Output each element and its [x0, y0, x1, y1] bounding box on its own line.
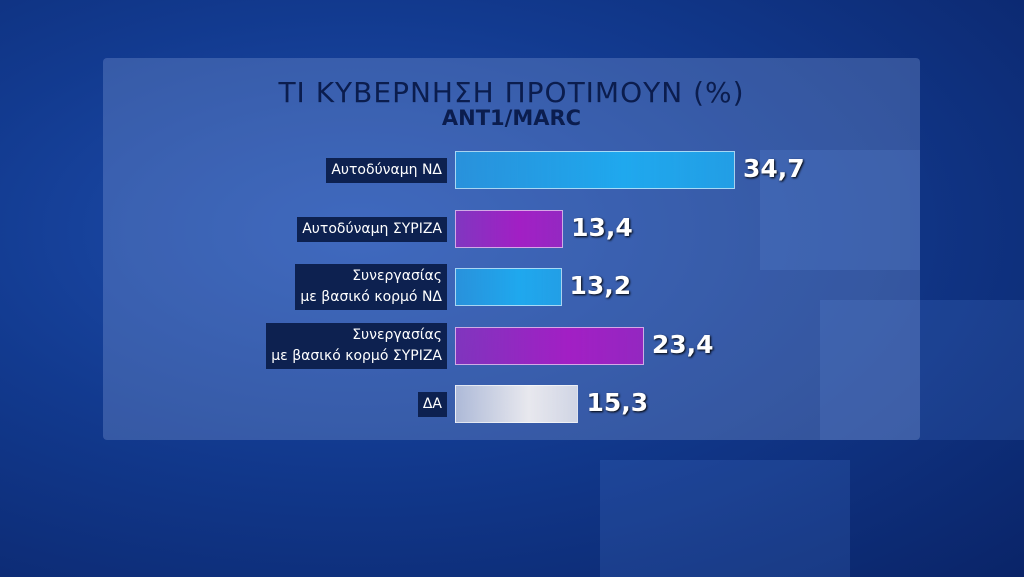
chart-subtitle: ANT1/MARC — [441, 106, 582, 130]
bar — [455, 151, 735, 189]
value-label: 23,4 — [651, 330, 714, 359]
category-label: Αυτοδύναμη ΝΔ — [326, 157, 447, 183]
bar — [455, 385, 579, 423]
bar — [455, 268, 562, 306]
background-tile — [600, 460, 850, 577]
background-tile — [760, 150, 920, 270]
background-tile — [820, 300, 1024, 440]
category-label: ΔΑ — [417, 391, 447, 417]
category-label: Αυτοδύναμη ΣΥΡΙΖΑ — [297, 216, 447, 242]
chart-panel — [103, 58, 920, 440]
category-label: Συνεργασίας με βασικό κορμό ΝΔ — [295, 264, 447, 310]
value-label: 13,2 — [569, 271, 632, 300]
category-label: Συνεργασίας με βασικό κορμό ΣΥΡΙΖΑ — [266, 323, 447, 369]
bar — [455, 327, 644, 365]
bar — [455, 210, 564, 248]
value-label: 13,4 — [571, 213, 633, 242]
value-label: 34,7 — [743, 154, 805, 183]
chart-title: ΤΙ ΚΥΒΕΡΝΗΣΗ ΠΡΟΤΙΜΟΥΝ (%) — [278, 76, 745, 109]
value-label: 15,3 — [586, 388, 649, 417]
